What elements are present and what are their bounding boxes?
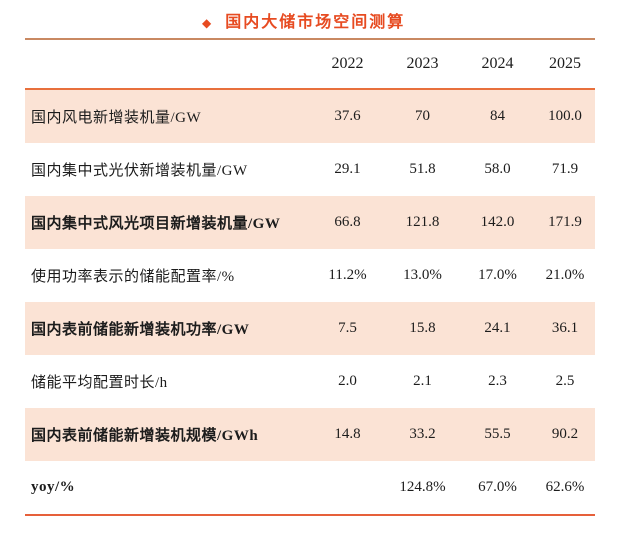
cell-value: 100.0 (535, 89, 595, 143)
cell-value: 21.0% (545, 267, 585, 283)
row-label: 国内集中式风光项目新增装机量/GW (25, 196, 310, 249)
cell-value: 62.6% (545, 479, 585, 495)
table-header-row: 2022 2023 2024 2025 (25, 39, 595, 90)
cell-value: 84 (460, 89, 535, 143)
table-row: 国内风电新增装机量/GW 37.6 70 84 100.0 (25, 89, 595, 143)
cell-value: 15.8 (385, 302, 460, 355)
year-header-2024: 2024 (460, 39, 535, 90)
cell-value: 2.3 (488, 373, 507, 389)
row-label: 储能平均配置时长/h (31, 375, 168, 391)
row-label: 国内表前储能新增装机功率/GW (25, 302, 310, 355)
cell-value: 17.0% (478, 267, 517, 283)
table-row: 储能平均配置时长/h 2.0 2.1 2.3 2.5 (25, 355, 595, 408)
cell-value: 33.2 (385, 408, 460, 461)
cell-value: 55.5 (460, 408, 535, 461)
cell-value: 67.0% (478, 479, 517, 495)
year-header-2023: 2023 (385, 39, 460, 90)
table-row: 国内集中式光伏新增装机量/GW 29.1 51.8 58.0 71.9 (25, 143, 595, 196)
row-label: 国内集中式光伏新增装机量/GW (31, 163, 248, 179)
table-row: 国内表前储能新增装机功率/GW 7.5 15.8 24.1 36.1 (25, 302, 595, 355)
cell-value: 2.1 (413, 373, 432, 389)
table-title-bar: ◆ 国内大储市场空间测算 (0, 0, 640, 38)
cell-value: 171.9 (535, 196, 595, 249)
cell-value: 70 (385, 89, 460, 143)
year-header-2022: 2022 (310, 39, 385, 90)
cell-value: 24.1 (460, 302, 535, 355)
cell-value: 29.1 (334, 161, 361, 177)
cell-value: 37.6 (310, 89, 385, 143)
row-label: 国内表前储能新增装机规模/GWh (25, 408, 310, 461)
cell-value: 7.5 (310, 302, 385, 355)
cell-value: 36.1 (535, 302, 595, 355)
market-estimation-table: 2022 2023 2024 2025 国内风电新增装机量/GW 37.6 70… (25, 38, 595, 516)
cell-value: 2.5 (555, 373, 575, 389)
cell-value: 14.8 (310, 408, 385, 461)
row-label: yoy/% (31, 479, 76, 495)
diamond-bullet-icon: ◆ (202, 15, 212, 30)
cell-value: 66.8 (310, 196, 385, 249)
cell-value: 124.8% (399, 479, 446, 495)
table-row: 使用功率表示的储能配置率/% 11.2% 13.0% 17.0% 21.0% (25, 249, 595, 302)
cell-value: 142.0 (460, 196, 535, 249)
cell-value: 58.0 (484, 161, 511, 177)
cell-value: 71.9 (551, 161, 579, 177)
cell-value: 121.8 (385, 196, 460, 249)
row-label: 国内风电新增装机量/GW (25, 89, 310, 143)
year-header-2025: 2025 (535, 39, 595, 90)
table-row: yoy/% 124.8% 67.0% 62.6% (25, 461, 595, 515)
table-row: 国内表前储能新增装机规模/GWh 14.8 33.2 55.5 90.2 (25, 408, 595, 461)
cell-value: 2.0 (338, 373, 357, 389)
cell-value: 11.2% (328, 267, 367, 283)
row-label: 使用功率表示的储能配置率/% (31, 269, 235, 285)
table-row: 国内集中式风光项目新增装机量/GW 66.8 121.8 142.0 171.9 (25, 196, 595, 249)
cell-value: 13.0% (403, 267, 442, 283)
cell-value: 51.8 (409, 161, 436, 177)
corner-cell (25, 39, 310, 90)
cell-value: 90.2 (535, 408, 595, 461)
page-title: 国内大储市场空间测算 (225, 13, 406, 31)
cell-value (310, 461, 385, 515)
